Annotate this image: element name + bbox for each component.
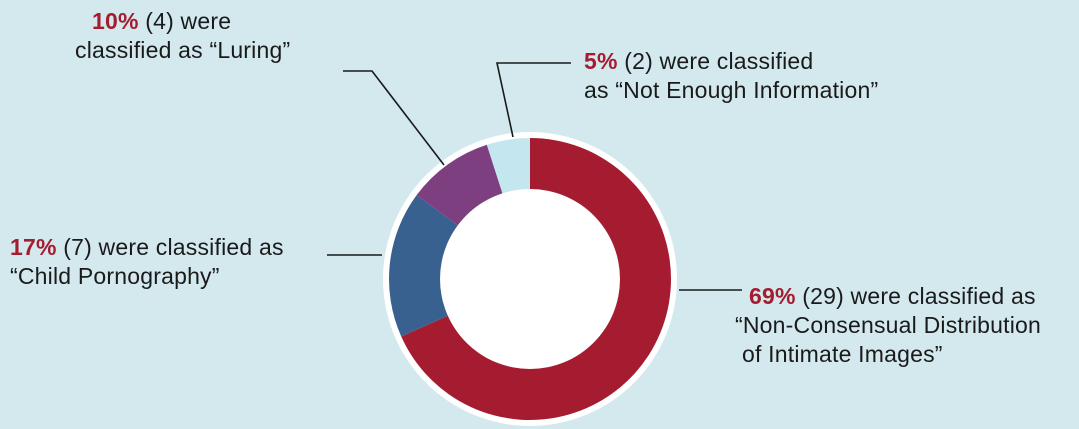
- pct-ncdii: 69%: [749, 283, 796, 309]
- label-ncdii-line1: (29) were classified as: [795, 283, 1036, 309]
- donut-hole: [440, 189, 620, 369]
- leader-line-luring: [343, 70, 445, 166]
- pct-child: 17%: [10, 234, 57, 260]
- label-ncdii-line2: “Non-Consensual Distribution: [735, 312, 1042, 338]
- label-luring-line2: classified as “Luring”: [75, 37, 291, 63]
- label-ncdii-line3: of Intimate Images”: [742, 341, 943, 367]
- label-nei: 5% (2) were classified as “Not Enough In…: [584, 47, 878, 105]
- label-luring-line1: (4) were: [138, 8, 232, 34]
- leader-line-nei: [496, 62, 571, 138]
- pct-nei: 5%: [584, 48, 618, 74]
- label-child: 17% (7) were classified as “Child Pornog…: [10, 233, 284, 291]
- leader-lines: [327, 62, 742, 291]
- pct-luring: 10%: [92, 8, 139, 34]
- label-child-line2: “Child Pornography”: [10, 263, 220, 289]
- label-nei-line1: (2) were classified: [617, 48, 814, 74]
- label-child-line1: (7) were classified as: [56, 234, 284, 260]
- label-luring: 10% (4) were classified as “Luring”: [75, 7, 290, 65]
- label-ncdii: 69% (29) were classified as “Non-Consens…: [735, 282, 1041, 369]
- label-nei-line2: as “Not Enough Information”: [584, 77, 879, 103]
